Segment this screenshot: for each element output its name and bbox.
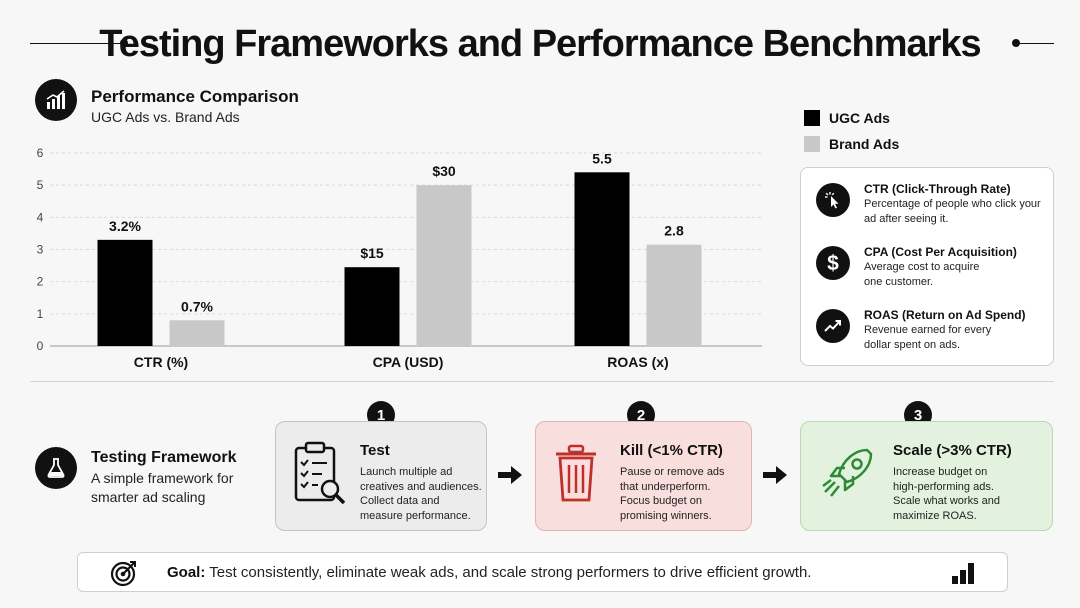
clipboard-search-icon xyxy=(294,441,346,505)
data-label: 0.7% xyxy=(181,298,213,314)
step-text: Launch multiple ad creatives and audienc… xyxy=(360,466,482,522)
step-title: Scale (>3% CTR) xyxy=(893,442,1012,459)
title-dot-right xyxy=(1012,39,1020,47)
title-dot-left xyxy=(120,39,128,47)
x-tick-label: CTR (%) xyxy=(134,354,188,370)
x-tick-label: CPA (USD) xyxy=(373,354,444,370)
legend-swatch-brand xyxy=(804,136,820,152)
bar-chart-icon xyxy=(952,563,974,584)
definition-roas: ROAS (Return on Ad Spend) Revenue earned… xyxy=(816,307,1048,353)
page-title: Testing Frameworks and Performance Bench… xyxy=(99,23,981,65)
data-label: 3.2% xyxy=(109,218,141,234)
title-rule-right xyxy=(1018,43,1054,44)
bar-chart-trend-icon xyxy=(35,79,77,121)
performance-bar-chart: 0 1 2 3 4 5 6 3.2% 0.7% CTR (%) $15 $30 CPA (USD) 5.5… xyxy=(37,146,762,370)
title-bar: Testing Frameworks and Performance Bench… xyxy=(0,18,1080,70)
rocket-icon xyxy=(822,448,873,497)
target-icon xyxy=(110,561,136,587)
title-rule-left xyxy=(30,43,122,44)
framework-title: Testing Framework xyxy=(91,449,237,466)
metric-definitions-panel: CTR (Click-Through Rate) Percentage of p… xyxy=(800,167,1054,366)
cursor-click-icon xyxy=(816,183,850,217)
data-label: $30 xyxy=(432,163,456,179)
definition-title: CTR (Click-Through Rate) xyxy=(864,182,1011,196)
y-tick-label: 3 xyxy=(37,243,44,257)
arrow-right-icon xyxy=(763,466,787,484)
y-tick-label: 2 xyxy=(37,275,44,289)
definition-title: ROAS (Return on Ad Spend) xyxy=(864,308,1026,322)
data-label: $15 xyxy=(360,245,384,261)
step-title: Test xyxy=(360,442,390,459)
y-tick-label: 5 xyxy=(37,178,44,192)
legend-label-ugc: UGC Ads xyxy=(829,110,890,126)
legend-label-brand: Brand Ads xyxy=(829,136,900,152)
goal-text: Goal: Test consistently, eliminate weak … xyxy=(167,564,811,581)
definition-text: Percentage of people who click your ad a… xyxy=(864,198,1041,225)
definition-text: Average cost to acquire one customer. xyxy=(864,261,980,288)
legend-swatch-ugc xyxy=(804,110,820,126)
bar xyxy=(574,172,630,346)
y-tick-label: 6 xyxy=(37,146,44,160)
section-divider xyxy=(30,381,1054,382)
legend-item-brand: Brand Ads xyxy=(804,136,899,152)
dollar-icon: $ xyxy=(816,246,850,280)
data-label: 2.8 xyxy=(664,223,684,239)
bar xyxy=(344,267,400,346)
performance-title: Performance Comparison xyxy=(91,87,299,106)
x-tick-label: ROAS (x) xyxy=(607,354,668,370)
y-tick-label: 0 xyxy=(37,339,44,353)
step-card-kill: Kill (<1% CTR) Pause or remove ads that … xyxy=(535,421,752,531)
step-text: Pause or remove ads that underperform. F… xyxy=(620,466,725,522)
step-card-scale: Scale (>3% CTR) Increase budget on high-… xyxy=(800,421,1053,531)
bar xyxy=(169,320,225,346)
trend-up-icon xyxy=(816,309,850,343)
y-tick-label: 1 xyxy=(37,307,44,321)
goal-bar: Goal: Test consistently, eliminate weak … xyxy=(77,552,1008,592)
data-label: 5.5 xyxy=(592,150,612,166)
definition-title: CPA (Cost Per Acquisition) xyxy=(864,245,1017,259)
bar xyxy=(416,185,472,346)
definition-ctr: CTR (Click-Through Rate) Percentage of p… xyxy=(816,181,1048,227)
definition-text: Revenue earned for every dollar spent on… xyxy=(864,324,992,351)
step-card-test: Test Launch multiple ad creatives and au… xyxy=(275,421,487,531)
arrow-right-icon xyxy=(498,466,522,484)
trash-icon xyxy=(556,444,596,502)
flask-icon xyxy=(35,447,77,489)
step-text: Increase budget on high-performing ads. … xyxy=(893,466,1000,522)
bar xyxy=(97,239,153,346)
definition-cpa: $ CPA (Cost Per Acquisition) Average cos… xyxy=(816,244,1048,290)
goal-label: Goal: xyxy=(167,564,206,581)
bar xyxy=(646,244,702,346)
goal-message: Test consistently, eliminate weak ads, a… xyxy=(209,564,812,581)
y-tick-label: 4 xyxy=(37,210,44,224)
framework-subtitle: A simple framework for smarter ad scalin… xyxy=(91,470,234,505)
step-title: Kill (<1% CTR) xyxy=(620,442,723,459)
performance-subtitle: UGC Ads vs. Brand Ads xyxy=(91,109,240,125)
legend-item-ugc: UGC Ads xyxy=(804,110,890,126)
